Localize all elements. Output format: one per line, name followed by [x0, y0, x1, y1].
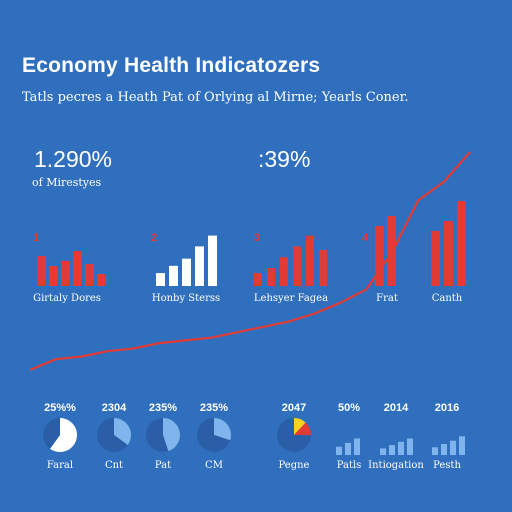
bar-11-3	[354, 438, 360, 455]
group-label-1: Girtaly Dores	[33, 293, 101, 304]
bar-1-1	[37, 256, 46, 286]
bar-3-6	[319, 250, 327, 286]
stat-value-1: 1.290%	[34, 146, 113, 172]
bar-11-1	[336, 446, 342, 455]
pie-label-2: Cnt	[104, 460, 124, 471]
bar-4-2	[387, 216, 396, 286]
bar-1-3	[61, 261, 70, 286]
pie-10-slice-1	[294, 418, 306, 435]
bar-12-1	[380, 448, 386, 455]
bar-1-5	[85, 264, 94, 286]
bar-2-3	[182, 258, 191, 286]
pie-value-5: 2047	[281, 402, 307, 414]
group-label-4: Frat	[376, 293, 398, 304]
bar-3-1	[254, 273, 262, 286]
pie-6-slice-2	[43, 418, 60, 449]
bar-5-1	[431, 231, 440, 286]
pie-10-slice-2	[294, 422, 311, 435]
bar-5-3	[457, 201, 466, 286]
group-index-1: 1	[33, 232, 40, 244]
bar-1-2	[49, 266, 58, 286]
pie-6-slice-1	[50, 418, 78, 453]
bar-3-3	[280, 257, 288, 286]
bar-1-6	[97, 274, 106, 286]
trend-line	[29, 151, 471, 372]
mini-bar-label-3: Pesth	[433, 460, 461, 471]
group-label-3: Lehsyer Fagea	[253, 293, 329, 304]
mini-bar-label-2: Intiogation	[368, 460, 424, 471]
mini-bar-value-1: 50%	[337, 402, 361, 414]
pie-label-4: CM	[205, 460, 223, 471]
bar-2-2	[169, 265, 178, 286]
bar-13-1	[432, 447, 438, 455]
mini-bar-value-2: 2014	[383, 402, 409, 414]
page-title: Economy Health Indicatozers	[22, 54, 321, 77]
pie-8-slice-1	[163, 418, 181, 452]
bar-11-2	[345, 442, 351, 455]
bar-5-2	[444, 221, 453, 286]
bar-13-3	[450, 440, 456, 455]
mini-bar-label-1: Patls	[336, 460, 362, 471]
bar-3-5	[306, 235, 314, 286]
pie-value-3: 235%	[148, 402, 178, 414]
mini-bar-value-3: 2016	[434, 402, 460, 414]
stat-value-2: :39%	[258, 146, 311, 172]
bar-13-4	[459, 436, 465, 455]
stat-caption-1: of Mirestyes	[32, 176, 102, 189]
bar-4-1	[375, 226, 384, 286]
group-label-2: Honby Sterss	[151, 293, 221, 304]
pie-9-slice-1	[214, 418, 232, 441]
bar-12-4	[407, 438, 413, 455]
bar-12-3	[398, 441, 404, 455]
pie-9-slice-2	[197, 418, 231, 452]
bar-13-2	[441, 444, 447, 455]
pie-7-slice-2	[96, 418, 128, 452]
page-subtitle: Tatls pecres a Heath Pat of Orlying al M…	[22, 90, 409, 105]
pie-label-5: Pegne	[278, 460, 310, 471]
bar-12-2	[389, 445, 395, 455]
bar-3-4	[293, 246, 301, 286]
bar-2-5	[208, 235, 217, 286]
pie-label-1: Faral	[46, 460, 74, 471]
pie-value-1: 25%%	[44, 402, 76, 414]
group-index-3: 3	[254, 232, 261, 244]
pie-7-slice-1	[114, 418, 131, 445]
bar-2-1	[156, 273, 165, 286]
pie-10-slice-3	[277, 418, 311, 452]
group-label-5: Canth	[431, 293, 463, 304]
pie-value-4: 235%	[199, 402, 229, 414]
bar-2-4	[195, 246, 204, 286]
pie-label-3: Pat	[154, 460, 172, 471]
pie-8-slice-2	[146, 418, 169, 452]
pie-value-2: 2304	[101, 402, 127, 414]
group-index-4: 4	[362, 232, 369, 244]
group-index-2: 2	[151, 232, 158, 244]
bar-1-4	[73, 251, 82, 286]
bar-3-2	[267, 268, 275, 286]
